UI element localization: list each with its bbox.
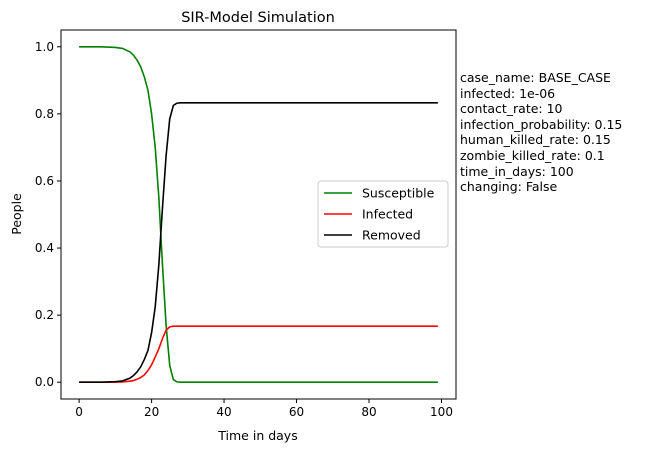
series-line-infected — [79, 325, 438, 384]
param-infection-probability: infection_probability: 0.15 — [460, 116, 623, 132]
param-zombie-killed-rate: zombie_killed_rate: 0.1 — [460, 147, 605, 163]
y-tick-label: 0.8 — [35, 107, 54, 121]
x-tick-label: 0 — [75, 405, 83, 419]
y-tick-label: 0.2 — [35, 308, 54, 322]
legend-label-infected: Infected — [362, 207, 413, 222]
legend-label-susceptible: Susceptible — [362, 186, 435, 201]
x-axis-label: Time in days — [217, 428, 297, 443]
legend-box — [317, 180, 449, 248]
plot-area: 0 20 40 60 80 100 0.0 0.2 0.4 0.6 0.8 1.0 — [35, 29, 457, 419]
series-line-removed — [79, 101, 438, 384]
param-human-killed-rate: human_killed_rate: 0.15 — [460, 132, 611, 148]
param-infected: infected: 1e-06 — [460, 85, 556, 101]
x-tick-label: 60 — [289, 405, 304, 419]
y-tick-label: 0.0 — [35, 375, 54, 389]
x-tick-label: 100 — [430, 405, 453, 419]
y-tick-label: 0.4 — [35, 241, 54, 255]
chart-title: SIR-Model Simulation — [181, 10, 335, 26]
parameter-list: case_name: BASE_CASE infected: 1e-06 con… — [460, 70, 622, 195]
param-time-in-days: time_in_days: 100 — [460, 163, 574, 179]
param-case-name: case_name: BASE_CASE — [460, 70, 611, 85]
y-axis-label: People — [9, 193, 24, 235]
param-contact-rate: contact_rate: 10 — [460, 101, 563, 117]
param-changing: changing: False — [460, 179, 558, 195]
legend: Susceptible Infected Removed — [317, 180, 449, 248]
legend-label-removed: Removed — [362, 228, 421, 243]
y-tick-label: 1.0 — [35, 40, 54, 54]
x-tick-label: 40 — [216, 405, 231, 419]
series-line-susceptible — [79, 45, 438, 384]
x-tick-label: 80 — [361, 405, 376, 419]
plot-frame — [60, 29, 457, 400]
x-tick-label: 20 — [144, 405, 159, 419]
y-tick-label: 0.6 — [35, 174, 54, 188]
